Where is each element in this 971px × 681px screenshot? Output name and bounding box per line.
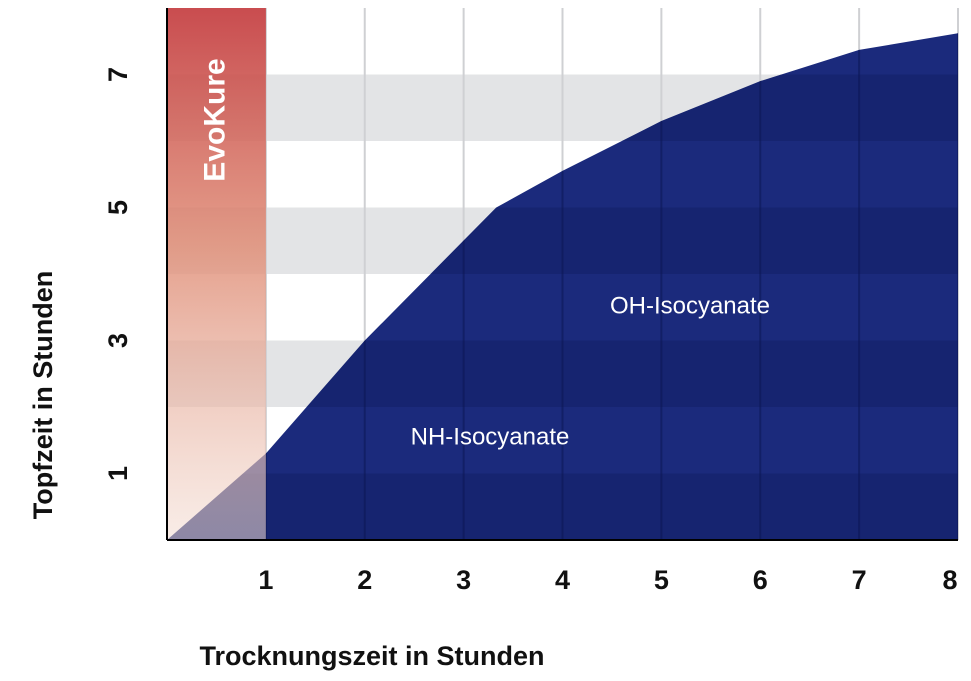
- x-tick-label: 2: [357, 565, 372, 595]
- y-tick-label: 3: [103, 333, 133, 348]
- x-tick-label: 6: [753, 565, 768, 595]
- annotation: NH-Isocyanate: [411, 423, 570, 450]
- annotation: EvoKure: [198, 58, 231, 181]
- x-tick-label: 7: [852, 565, 867, 595]
- annotation: OH-Isocyanate: [610, 292, 770, 319]
- foreground: EvoKure OH-Isocyanate NH-Isocyanate 1 2 3 4 5 6 7…: [103, 8, 958, 595]
- x-tick-label: 4: [555, 565, 570, 595]
- x-tick-label: 8: [942, 565, 957, 595]
- y-tick-label: 1: [103, 466, 133, 481]
- x-axis-title: Trocknungszeit in Stunden: [199, 641, 544, 671]
- evokure-bar: [167, 8, 266, 540]
- x-tick-label: 3: [456, 565, 471, 595]
- y-tick-label: 5: [103, 200, 133, 215]
- x-tick-label: 1: [258, 565, 273, 595]
- x-tick-label: 5: [654, 565, 669, 595]
- y-tick-label: 7: [103, 67, 133, 82]
- y-axis-title: Topfzeit in Stunden: [28, 271, 58, 519]
